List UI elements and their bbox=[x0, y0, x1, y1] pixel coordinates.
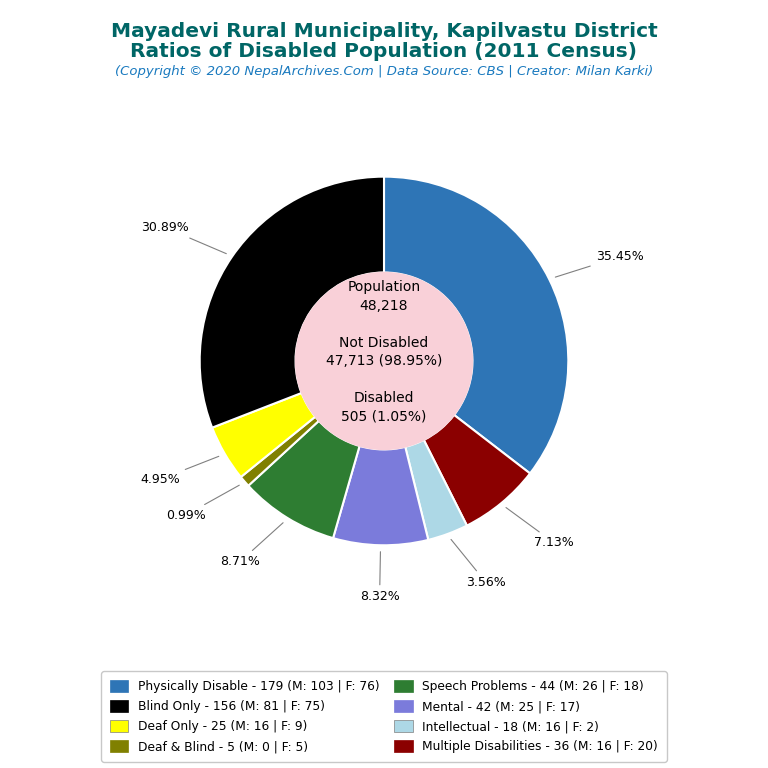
Wedge shape bbox=[406, 440, 467, 540]
Wedge shape bbox=[241, 417, 319, 485]
Wedge shape bbox=[212, 393, 316, 477]
Text: 3.56%: 3.56% bbox=[451, 539, 505, 589]
Text: 35.45%: 35.45% bbox=[555, 250, 644, 277]
Wedge shape bbox=[424, 415, 530, 525]
Wedge shape bbox=[248, 421, 359, 538]
Text: 8.71%: 8.71% bbox=[220, 523, 283, 568]
Text: 8.32%: 8.32% bbox=[359, 551, 399, 604]
Text: Population
48,218

Not Disabled
47,713 (98.95%)

Disabled
505 (1.05%): Population 48,218 Not Disabled 47,713 (9… bbox=[326, 280, 442, 423]
Circle shape bbox=[296, 273, 472, 449]
Text: 4.95%: 4.95% bbox=[141, 456, 219, 486]
Legend: Physically Disable - 179 (M: 103 | F: 76), Blind Only - 156 (M: 81 | F: 75), Dea: Physically Disable - 179 (M: 103 | F: 76… bbox=[101, 671, 667, 762]
Text: 7.13%: 7.13% bbox=[506, 508, 574, 549]
Wedge shape bbox=[200, 177, 384, 428]
Text: 0.99%: 0.99% bbox=[166, 485, 240, 521]
Wedge shape bbox=[384, 177, 568, 473]
Text: (Copyright © 2020 NepalArchives.Com | Data Source: CBS | Creator: Milan Karki): (Copyright © 2020 NepalArchives.Com | Da… bbox=[115, 65, 653, 78]
Wedge shape bbox=[333, 446, 429, 545]
Text: Ratios of Disabled Population (2011 Census): Ratios of Disabled Population (2011 Cens… bbox=[131, 42, 637, 61]
Text: 30.89%: 30.89% bbox=[141, 221, 227, 253]
Text: Mayadevi Rural Municipality, Kapilvastu District: Mayadevi Rural Municipality, Kapilvastu … bbox=[111, 22, 657, 41]
